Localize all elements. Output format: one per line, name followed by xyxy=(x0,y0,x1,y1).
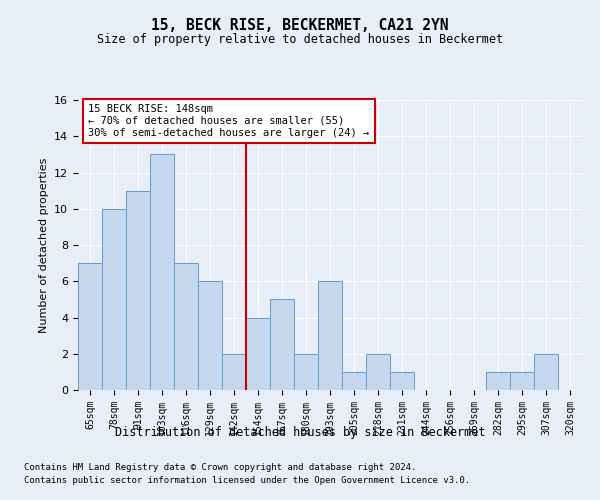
Bar xyxy=(150,154,174,390)
Bar xyxy=(342,372,366,390)
Text: Contains HM Land Registry data © Crown copyright and database right 2024.: Contains HM Land Registry data © Crown c… xyxy=(24,464,416,472)
Bar xyxy=(486,372,510,390)
Text: Size of property relative to detached houses in Beckermet: Size of property relative to detached ho… xyxy=(97,32,503,46)
Bar xyxy=(294,354,318,390)
Text: 15, BECK RISE, BECKERMET, CA21 2YN: 15, BECK RISE, BECKERMET, CA21 2YN xyxy=(151,18,449,32)
Bar xyxy=(510,372,534,390)
Bar xyxy=(534,354,558,390)
Text: 15 BECK RISE: 148sqm
← 70% of detached houses are smaller (55)
30% of semi-detac: 15 BECK RISE: 148sqm ← 70% of detached h… xyxy=(88,104,370,138)
Bar xyxy=(198,281,222,390)
Text: Distribution of detached houses by size in Beckermet: Distribution of detached houses by size … xyxy=(115,426,485,439)
Bar xyxy=(318,281,342,390)
Y-axis label: Number of detached properties: Number of detached properties xyxy=(38,158,49,332)
Bar xyxy=(270,300,294,390)
Text: Contains public sector information licensed under the Open Government Licence v3: Contains public sector information licen… xyxy=(24,476,470,485)
Bar xyxy=(174,263,198,390)
Bar xyxy=(390,372,414,390)
Bar xyxy=(222,354,246,390)
Bar xyxy=(366,354,390,390)
Bar xyxy=(246,318,270,390)
Bar xyxy=(126,190,150,390)
Bar xyxy=(78,263,102,390)
Bar xyxy=(102,209,126,390)
